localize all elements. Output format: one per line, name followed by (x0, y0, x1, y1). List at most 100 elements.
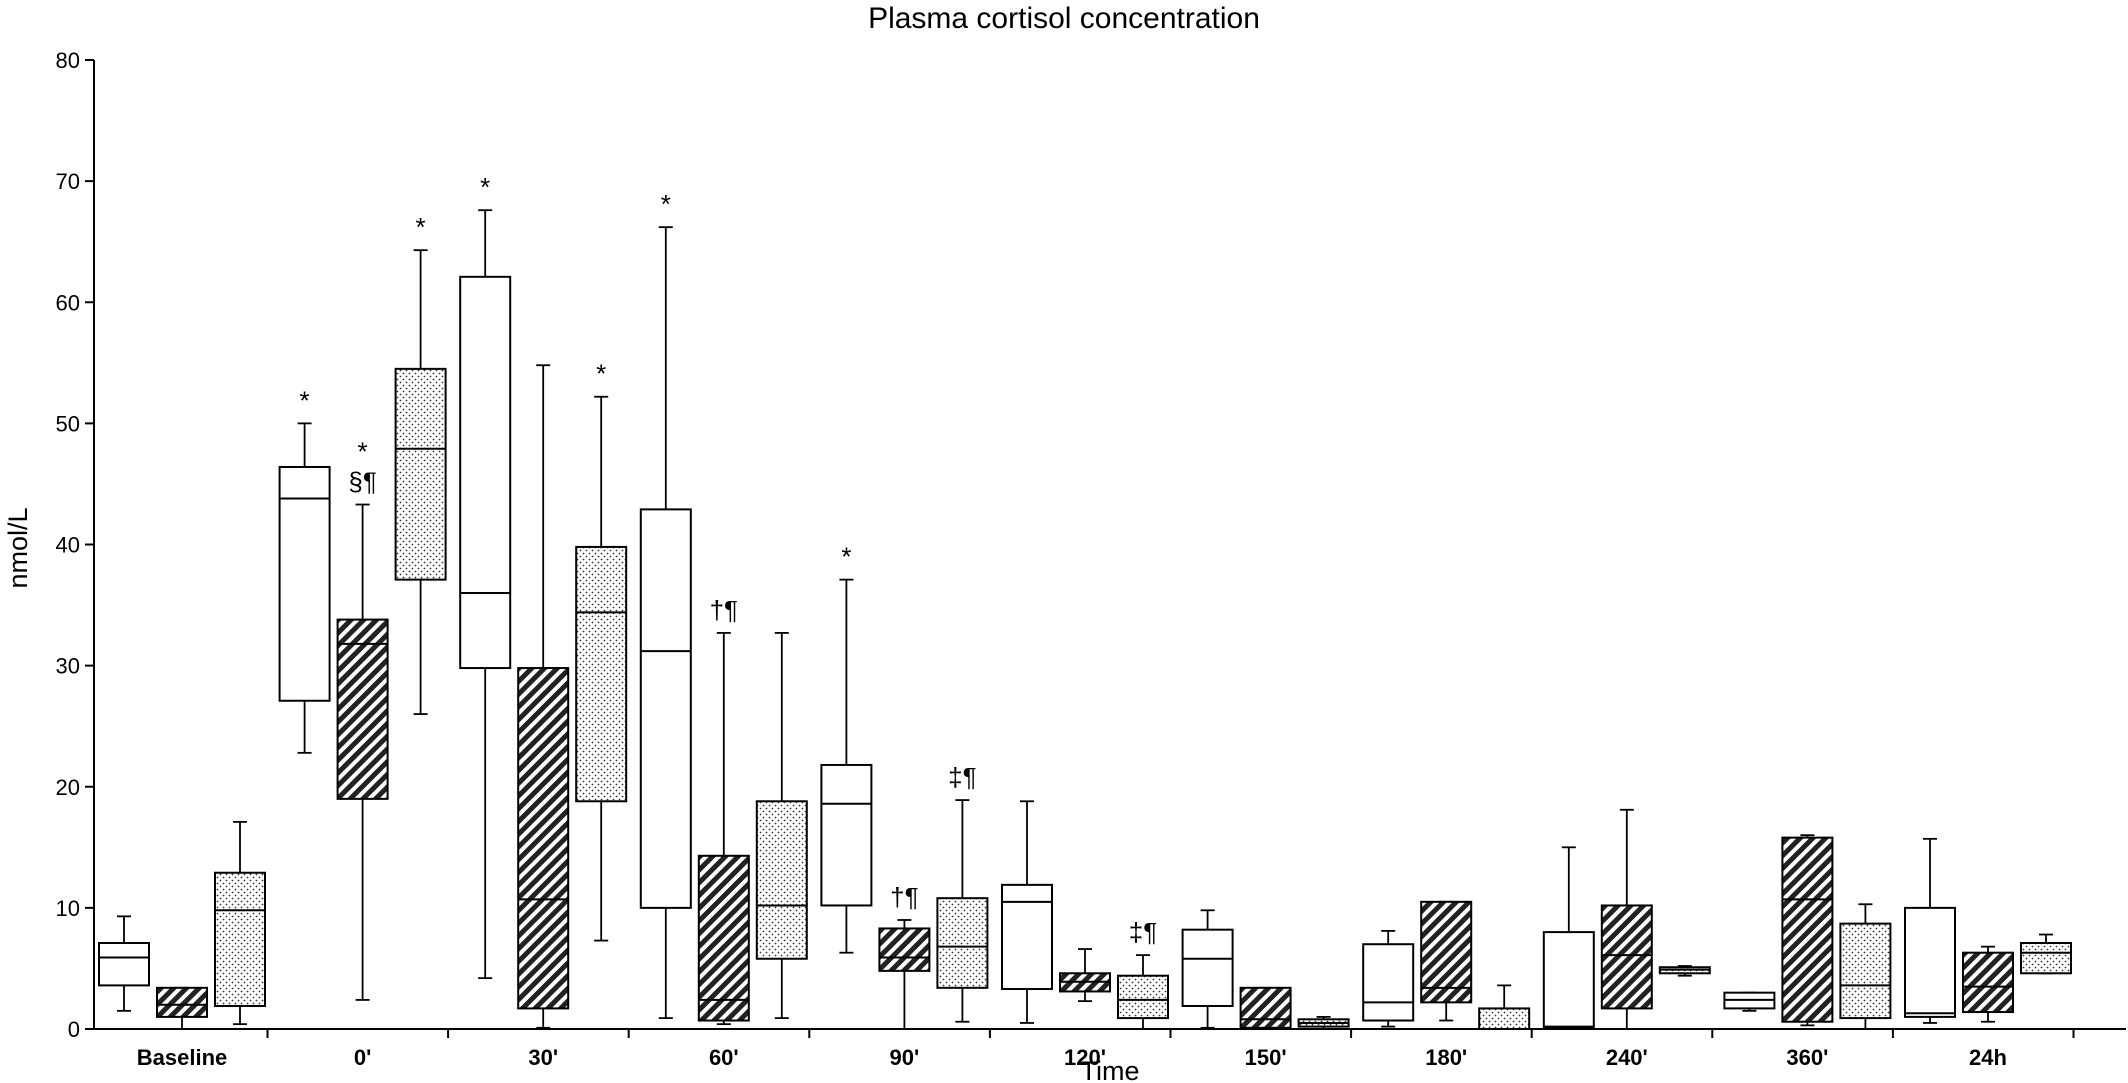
box-iqr (278, 465, 331, 702)
y-tick-label: 40 (56, 533, 80, 558)
box-hatched-0 (156, 986, 208, 1030)
y-tick-label: 50 (56, 411, 80, 436)
box-hatched-7 (1420, 900, 1473, 1022)
significance-marker: * (841, 542, 851, 572)
significance-marker: †¶ (710, 595, 738, 625)
box-white-3 (639, 226, 692, 1019)
y-tick-label: 30 (56, 654, 80, 679)
box-white-2 (459, 209, 512, 980)
box-iqr (639, 508, 692, 909)
box-white-4 (820, 578, 873, 954)
box-hatched-9 (1781, 834, 1834, 1027)
box-iqr (214, 871, 266, 1007)
y-tick-label: 20 (56, 775, 80, 800)
box-iqr (1001, 883, 1053, 991)
box-iqr (878, 927, 931, 972)
box-iqr (1181, 928, 1234, 1007)
x-tick-label: 0' (354, 1045, 371, 1070)
significance-marker: * (596, 359, 606, 389)
box-iqr (936, 897, 989, 989)
x-tick-label: 24h (1969, 1045, 2007, 1070)
y-tick-label: 10 (56, 896, 80, 921)
box-iqr (98, 942, 150, 987)
box-dotted-10 (2020, 933, 2072, 975)
x-axis-label: Time (1081, 1056, 1140, 1083)
x-tick-label: 90' (890, 1045, 920, 1070)
x-tick-label: 60' (709, 1045, 739, 1070)
box-white-6 (1181, 909, 1234, 1029)
significance-marker: * (300, 385, 310, 415)
box-white-1 (278, 422, 331, 754)
box-iqr (1478, 1007, 1531, 1031)
box-white-0 (98, 915, 150, 1012)
box-iqr (394, 367, 447, 581)
box-white-5 (1001, 800, 1053, 1024)
box-iqr (2020, 942, 2072, 975)
box-iqr (1781, 836, 1834, 1023)
box-iqr (1600, 904, 1653, 1010)
box-hatched-8 (1600, 808, 1653, 1030)
box-iqr (1362, 943, 1415, 1022)
y-axis-label: nmol/L (3, 507, 33, 588)
y-tick-label: 0 (68, 1017, 80, 1042)
box-dotted-3 (755, 632, 808, 1019)
box-iqr (1904, 906, 1956, 1018)
significance-marker: * (416, 212, 426, 242)
box-dotted-4 (936, 799, 989, 1023)
box-hatched-3 (697, 632, 750, 1026)
significance-marker: †¶ (890, 882, 918, 912)
significance-marker: ‡¶ (1129, 917, 1157, 947)
box-dotted-1 (394, 249, 447, 715)
significance-marker: §¶ (348, 467, 376, 497)
y-tick-label: 60 (56, 290, 80, 315)
x-tick-label: 120' (1064, 1045, 1106, 1070)
box-white-7 (1362, 929, 1415, 1028)
box-iqr (1117, 974, 1169, 1020)
x-tick-label: 360' (1786, 1045, 1828, 1070)
significance-marker: * (480, 172, 490, 202)
box-dotted-0 (214, 820, 266, 1026)
chart-title: Plasma cortisol concentration (868, 2, 1260, 35)
box-dotted-8 (1658, 965, 1711, 977)
x-tick-label: Baseline (137, 1045, 228, 1070)
box-iqr (1420, 900, 1473, 1004)
box-dotted-5 (1117, 954, 1169, 1030)
x-tick-label: 150' (1245, 1045, 1287, 1070)
y-tick-label: 80 (56, 48, 80, 73)
box-iqr (575, 545, 628, 803)
box-iqr (755, 800, 808, 960)
box-hatched-10 (1962, 945, 2014, 1023)
box-iqr (1542, 931, 1595, 1029)
significance-marker: ‡¶ (948, 762, 976, 792)
box-hatched-5 (1059, 948, 1111, 1003)
y-axis-ticks: 0 10 20 30 40 50 60 70 80 (56, 48, 94, 1042)
significance-marker: * (661, 189, 671, 219)
box-iqr (517, 667, 570, 1010)
x-tick-label: 240' (1606, 1045, 1648, 1070)
x-tick-label: 180' (1425, 1045, 1467, 1070)
x-tick-label: 30' (528, 1045, 558, 1070)
box-white-8 (1542, 846, 1595, 1030)
x-axis-ticks: Baseline 0' 30' 60' 90' 120' 150' 180' 240' 360' 2… (137, 1029, 2075, 1070)
box-iqr (459, 275, 512, 670)
box-dotted-6 (1297, 1015, 1350, 1030)
box-iqr (156, 986, 208, 1018)
box-hatched-1 (336, 503, 389, 1001)
significance-annotations: *****§¶†¶†¶**‡¶‡¶ (300, 172, 1158, 947)
box-iqr (1239, 986, 1292, 1029)
box-iqr (697, 854, 750, 1022)
significance-marker: * (358, 437, 368, 467)
box-series (98, 209, 2072, 1031)
box-hatched-2 (517, 364, 570, 1029)
box-white-9 (1723, 991, 1776, 1012)
box-dotted-9 (1839, 903, 1892, 1030)
box-iqr (336, 618, 389, 800)
box-dotted-7 (1478, 984, 1531, 1031)
box-dotted-2 (575, 395, 628, 942)
y-tick-label: 70 (56, 169, 80, 194)
box-white-10 (1904, 837, 1956, 1024)
box-iqr (820, 763, 873, 907)
box-iqr (1839, 922, 1892, 1020)
